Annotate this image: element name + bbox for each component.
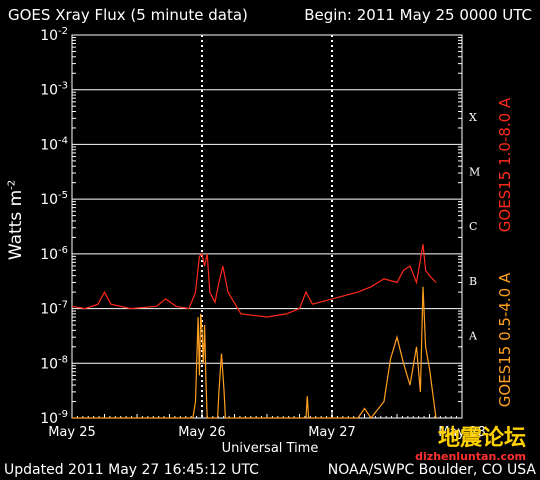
series-line-0 bbox=[71, 244, 437, 318]
y-tick-label: 10-5 bbox=[40, 190, 68, 208]
x-axis-label: Universal Time bbox=[221, 441, 319, 456]
x-tick-label: May 28 bbox=[438, 425, 486, 440]
x-tick-label: May 26 bbox=[178, 425, 226, 440]
y-tick-label: 10-9 bbox=[40, 409, 68, 427]
watermark-url: dizhenluntan.com bbox=[415, 450, 526, 463]
series-label-long: GOES15 1.0-8.0 A bbox=[496, 97, 514, 233]
y-tick-label: 10-2 bbox=[40, 26, 68, 44]
begin-time: Begin: 2011 May 25 0000 UTC bbox=[304, 6, 532, 24]
x-tick-label: May 25 bbox=[48, 425, 96, 440]
y-axis-label-text: Watts m bbox=[6, 189, 26, 261]
y-axis-label-exponent: -2 bbox=[6, 179, 18, 190]
y-tick-label: 10-8 bbox=[40, 354, 68, 372]
flare-class-label: M bbox=[469, 166, 480, 179]
y-axis-label: Watts m-2 bbox=[6, 180, 26, 260]
x-tick-label: May 27 bbox=[308, 425, 356, 440]
updated-timestamp: Updated 2011 May 27 16:45:12 UTC bbox=[4, 462, 259, 478]
series-label-short: GOES15 0.5-4.0 A bbox=[496, 272, 514, 408]
series-line-1 bbox=[72, 286, 437, 420]
chart-title: GOES Xray Flux (5 minute data) bbox=[8, 6, 248, 24]
credit-text: NOAA/SWPC Boulder, CO USA bbox=[327, 462, 536, 478]
flare-class-label: B bbox=[469, 275, 477, 288]
flare-class-label: C bbox=[469, 220, 477, 233]
flare-class-label: X bbox=[469, 111, 477, 124]
flare-class-label: A bbox=[468, 330, 478, 343]
y-tick-label: 10-7 bbox=[40, 300, 68, 318]
y-tick-label: 10-4 bbox=[40, 135, 68, 153]
y-tick-label: 10-6 bbox=[40, 245, 68, 263]
plot-frame bbox=[71, 34, 463, 419]
y-tick-label: 10-3 bbox=[40, 81, 68, 99]
watermark-logo: 地震论坛 bbox=[437, 425, 526, 451]
